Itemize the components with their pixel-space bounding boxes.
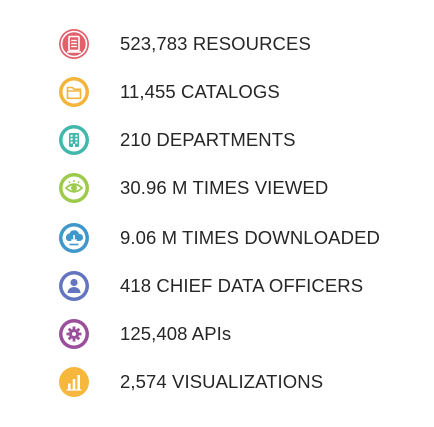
stat-label-apis: 125,408 APIs — [120, 323, 232, 344]
document-icon — [58, 28, 90, 60]
stat-row-times-viewed: 30.96 M TIMES VIEWED — [0, 164, 434, 212]
download-icon — [58, 222, 90, 254]
gear-icon — [58, 318, 90, 350]
stat-label-catalogs: 11,455 CATALOGS — [120, 81, 280, 102]
stat-label-departments: 210 DEPARTMENTS — [120, 129, 296, 150]
stat-row-times-downloaded: 9.06 M TIMES DOWNLOADED — [0, 214, 434, 262]
stat-row-catalogs: 11,455 CATALOGS — [0, 68, 434, 116]
eye-icon — [58, 172, 90, 204]
building-icon — [58, 124, 90, 156]
stat-label-chief-data-officers: 418 CHIEF DATA OFFICERS — [120, 275, 364, 296]
stat-row-departments: 210 DEPARTMENTS — [0, 116, 434, 164]
stat-label-times-downloaded: 9.06 M TIMES DOWNLOADED — [120, 227, 380, 248]
stat-row-apis: 125,408 APIs — [0, 310, 434, 358]
stat-label-visualizations: 2,574 VISUALIZATIONS — [120, 371, 324, 392]
person-icon — [58, 270, 90, 302]
bar-chart-icon — [58, 366, 90, 398]
stat-row-visualizations: 2,574 VISUALIZATIONS — [0, 358, 434, 406]
folder-icon — [58, 76, 90, 108]
stat-row-chief-data-officers: 418 CHIEF DATA OFFICERS — [0, 262, 434, 310]
stat-row-resources: 523,783 RESOURCES — [0, 20, 434, 68]
stat-label-times-viewed: 30.96 M TIMES VIEWED — [120, 177, 329, 198]
stat-label-resources: 523,783 RESOURCES — [120, 33, 311, 54]
